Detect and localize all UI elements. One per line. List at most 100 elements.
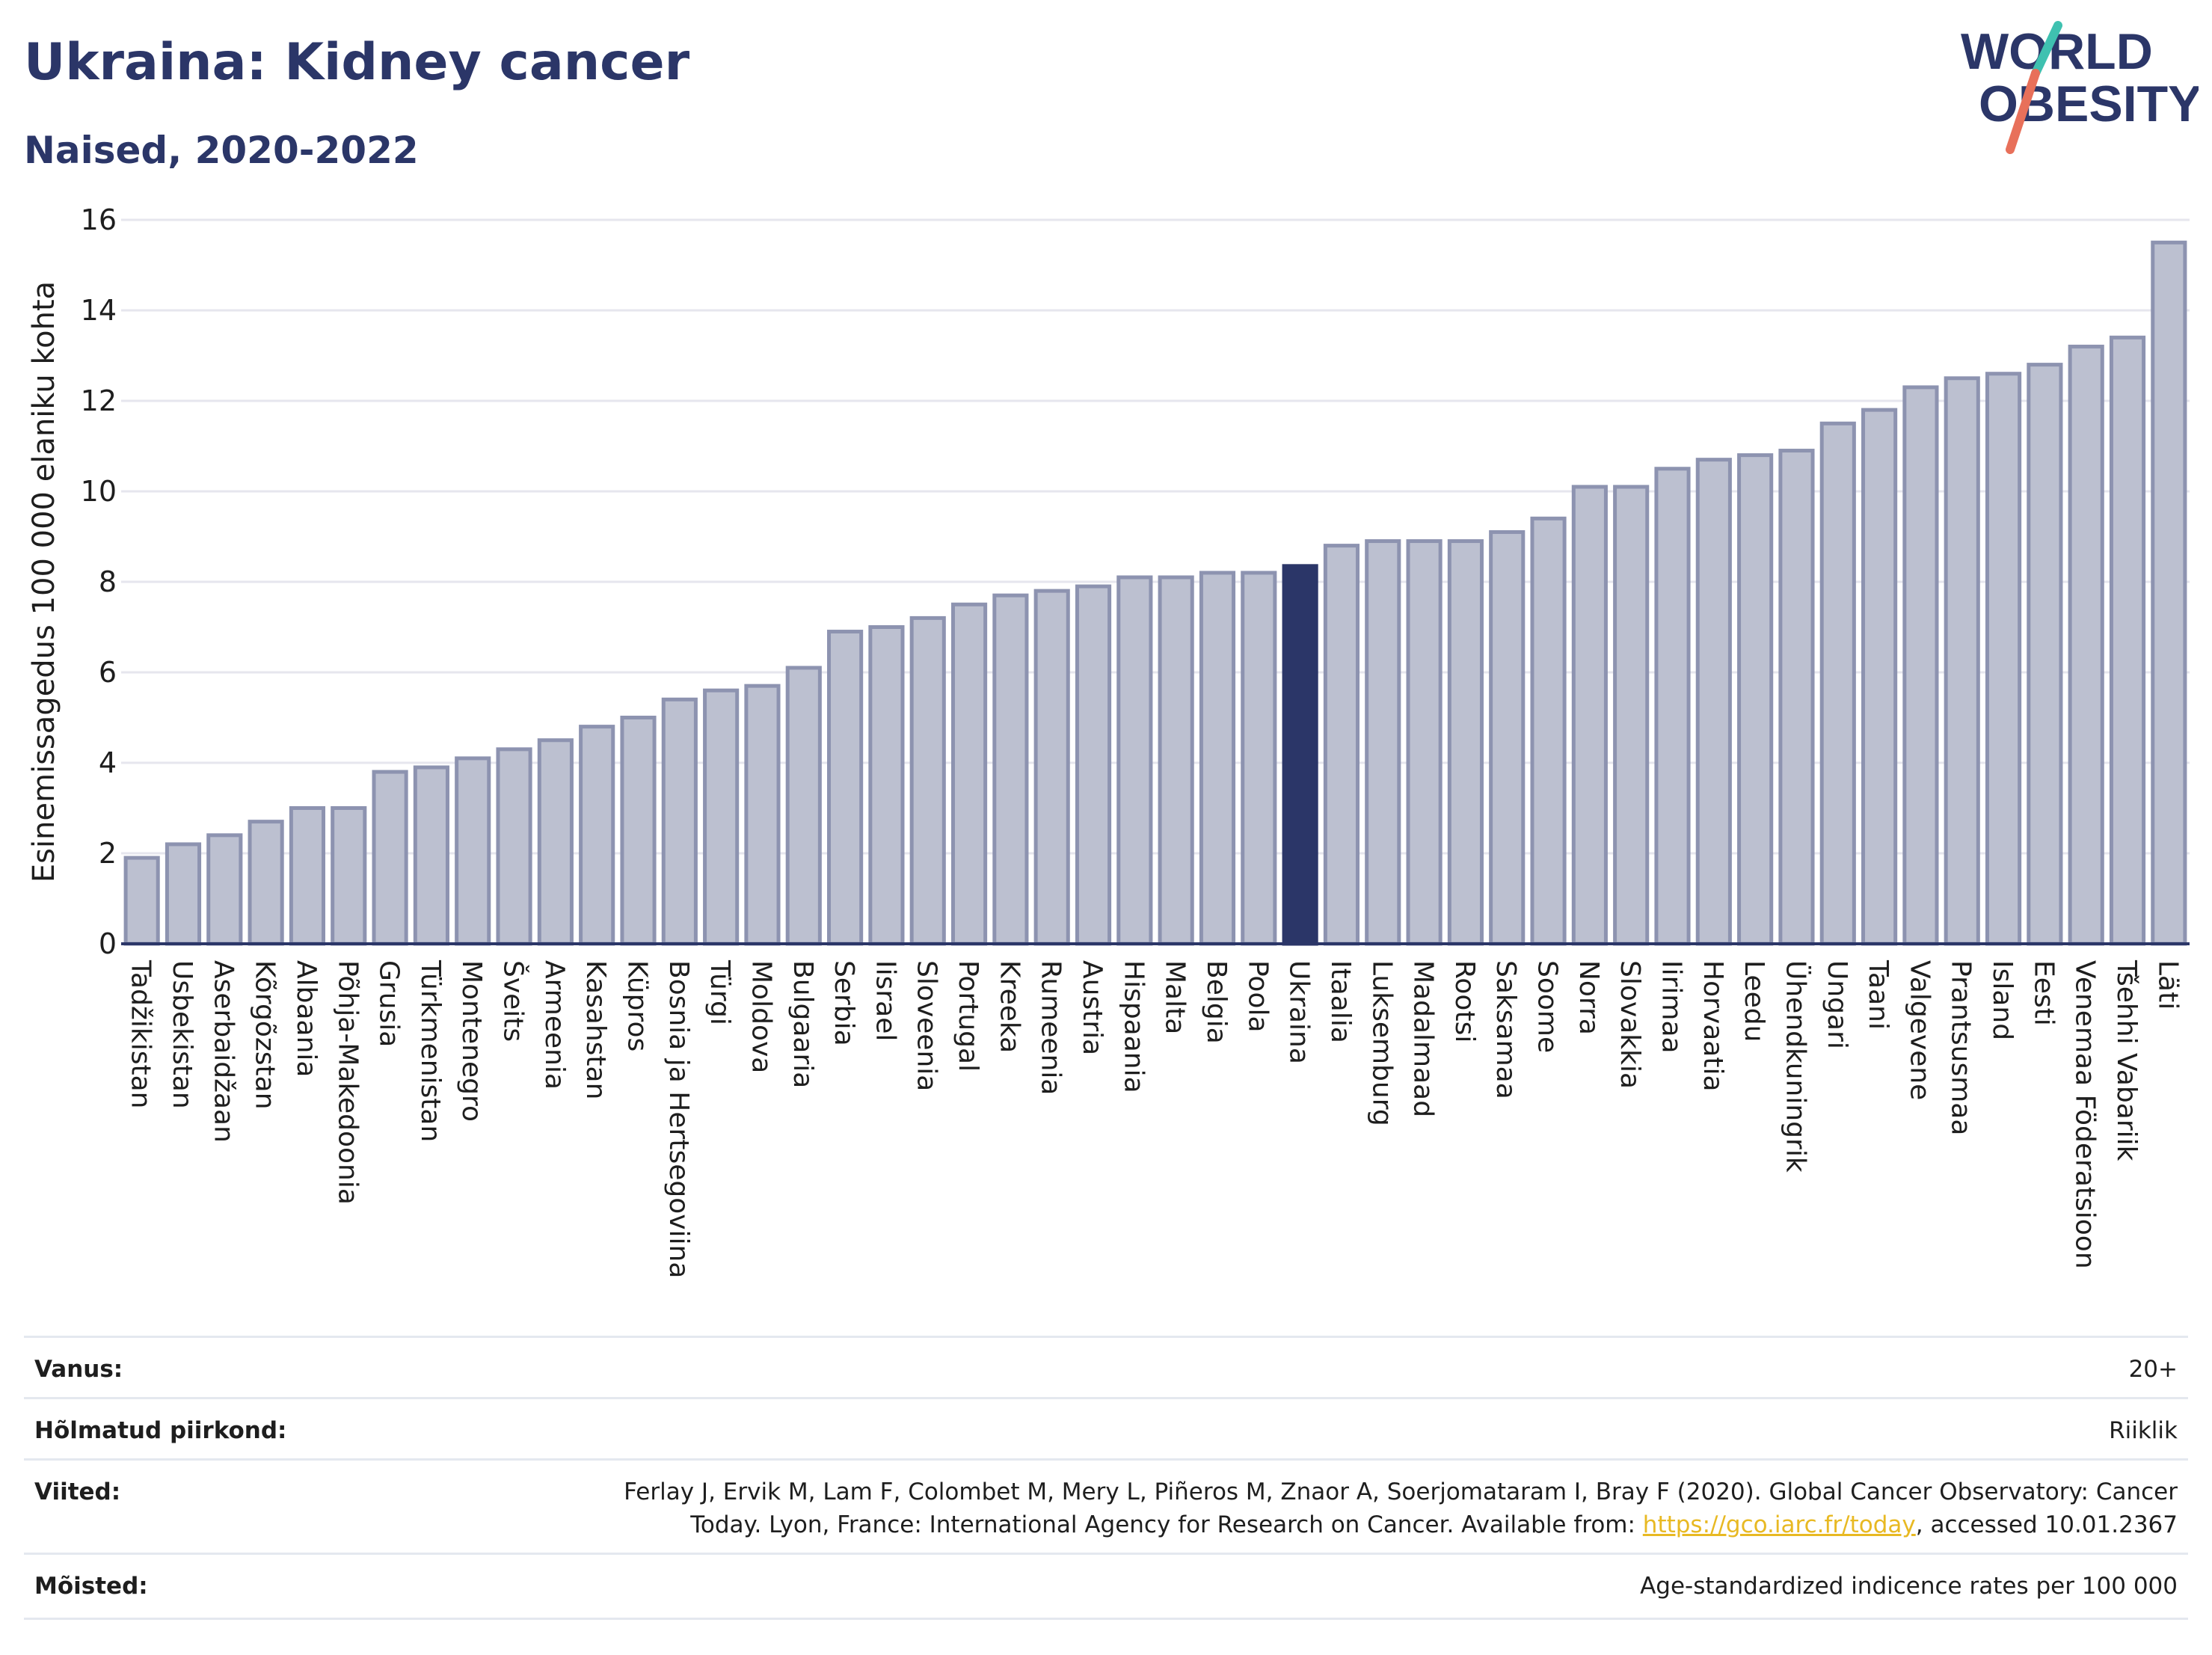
- logo-slash-teal: [2031, 21, 2062, 78]
- x-tick-label: Hispaania: [1118, 960, 1149, 1093]
- bar-chart: 0 2 4 6 8 10 12 14 16 Esinemissagedus 100 000 ela…: [27, 203, 2190, 1278]
- x-tick-label: Ukraina: [1284, 960, 1315, 1064]
- world-obesity-logo: WORLD OBESITY: [1961, 21, 2199, 154]
- x-tick-label: Itaalia: [1325, 960, 1356, 1043]
- bar: [1654, 467, 1691, 946]
- meta-label-references: Viited:: [34, 1479, 121, 1505]
- x-tick-label: Austria: [1077, 960, 1107, 1055]
- x-tick-label: Malta: [1160, 960, 1191, 1034]
- bar: [1447, 539, 1484, 946]
- bar: [1571, 485, 1608, 946]
- x-tick-label: Iirimaa: [1656, 960, 1687, 1054]
- x-tick-label: Slovakkia: [1615, 960, 1645, 1089]
- bar: [661, 697, 698, 946]
- x-tick-label: Ühendkuningrik: [1780, 960, 1811, 1173]
- x-tick-label: Eesti: [2028, 960, 2059, 1026]
- x-tick-label: Serbia: [829, 960, 859, 1046]
- bar: [785, 666, 822, 946]
- logo-slash-coral: [2006, 69, 2040, 154]
- bar: [950, 602, 988, 946]
- x-tick-label: Tšehhi Vabariik: [2111, 959, 2142, 1161]
- bar: [1241, 571, 1277, 946]
- y-tick-label: 8: [99, 565, 117, 598]
- bar: [1695, 458, 1732, 946]
- bar: [1778, 449, 1815, 946]
- x-tick-label: Grusia: [374, 960, 405, 1047]
- meta-value-references: Ferlay J, Ervik M, Lam F, Colombet M, Me…: [624, 1476, 2178, 1541]
- bar: [331, 806, 367, 946]
- bar: [455, 756, 491, 946]
- x-tick-label: Madalmaad: [1408, 960, 1439, 1117]
- x-tick-label: Rootsi: [1449, 960, 1480, 1043]
- x-tick-label: Põhja-Makedoonia: [332, 960, 363, 1205]
- bar: [868, 625, 905, 946]
- x-tick-label: Läti: [2152, 960, 2183, 1010]
- x-tick-label: Saksamaa: [1490, 960, 1521, 1099]
- bar: [289, 806, 326, 946]
- bar: [992, 593, 1029, 946]
- y-tick-label: 4: [99, 746, 117, 779]
- meta-label-region: Hõlmatud piirkond:: [34, 1417, 287, 1444]
- bar: [703, 688, 740, 946]
- x-tick-label: Albaania: [291, 960, 322, 1077]
- x-tick-label: Rumeenia: [1036, 960, 1066, 1095]
- y-tick-label: 14: [81, 294, 117, 327]
- meta-value-definitions: Age-standardized indicence rates per 100…: [1640, 1573, 2178, 1600]
- bar: [165, 842, 202, 946]
- x-tick-label: Taani: [1863, 959, 1893, 1030]
- meta-value-region: Riiklik: [2109, 1417, 2178, 1444]
- references-link[interactable]: https://gco.iarc.fr/today: [1642, 1511, 1916, 1538]
- y-tick-label: 12: [81, 384, 117, 417]
- bar: [1406, 539, 1443, 946]
- bar: [1944, 376, 1980, 946]
- x-tick-label: Türgi: [704, 959, 735, 1025]
- meta-row-age: Vanus: 20+: [24, 1336, 2188, 1398]
- y-tick-label: 0: [99, 927, 117, 960]
- meta-row-region: Hõlmatud piirkond: Riiklik: [24, 1397, 2188, 1459]
- bar: [1323, 544, 1360, 946]
- meta-label-definitions: Mõisted:: [34, 1573, 148, 1600]
- y-tick-label: 2: [99, 837, 117, 870]
- bar: [123, 856, 160, 946]
- bar: [248, 820, 284, 946]
- y-tick-label: 6: [99, 656, 117, 689]
- bar: [827, 630, 864, 946]
- x-tick-label: Aserbaidžaan: [208, 960, 239, 1143]
- x-tick-label: Luksemburg: [1366, 960, 1397, 1126]
- x-tick-label: Moldova: [746, 960, 776, 1073]
- references-line-1: Ferlay J, Ervik M, Lam F, Colombet M, Me…: [624, 1479, 2178, 1505]
- x-tick-label: Poola: [1242, 960, 1273, 1033]
- bar: [744, 684, 781, 946]
- bar: [2151, 240, 2187, 946]
- x-tick-label: Ungari: [1822, 960, 1852, 1049]
- bar: [1033, 589, 1070, 946]
- bar: [2109, 335, 2146, 946]
- bar: [413, 765, 449, 946]
- bar: [1902, 385, 1939, 946]
- bar: [1861, 408, 1898, 946]
- x-tick-label: Kõrgõzstan: [250, 960, 280, 1110]
- x-tick-label: Belgia: [1201, 960, 1232, 1044]
- references-text-post: , accessed 10.01.2367: [1915, 1511, 2178, 1538]
- x-tick-label: Šveits: [498, 960, 529, 1042]
- meta-value-age: 20+: [2128, 1356, 2178, 1383]
- bar: [1075, 584, 1112, 946]
- x-tick-label: Bosnia ja Hertsegoviina: [663, 960, 694, 1278]
- x-tick-label: Island: [1987, 960, 2018, 1040]
- chart-title: Ukraina: Kidney cancer: [24, 33, 690, 92]
- y-tick-label: 16: [81, 203, 117, 236]
- bar: [620, 716, 657, 946]
- x-tick-label: Prantsusmaa: [1946, 960, 1976, 1135]
- bar: [537, 738, 574, 946]
- bar: [1199, 571, 1236, 946]
- bar: [1737, 453, 1774, 946]
- x-tick-label: Horvaatia: [1698, 960, 1728, 1092]
- x-tick-label: Tadžikistan: [126, 959, 156, 1108]
- x-tick-label: Portugal: [953, 960, 983, 1072]
- x-tick-label: Norra: [1573, 960, 1604, 1035]
- y-axis-label: Esinemissagedus 100 000 elaniku kohta: [27, 281, 61, 882]
- bar: [1819, 421, 1856, 946]
- x-tick-label: Iisrael: [870, 960, 900, 1041]
- bar: [1489, 529, 1526, 946]
- bar: [1365, 539, 1401, 946]
